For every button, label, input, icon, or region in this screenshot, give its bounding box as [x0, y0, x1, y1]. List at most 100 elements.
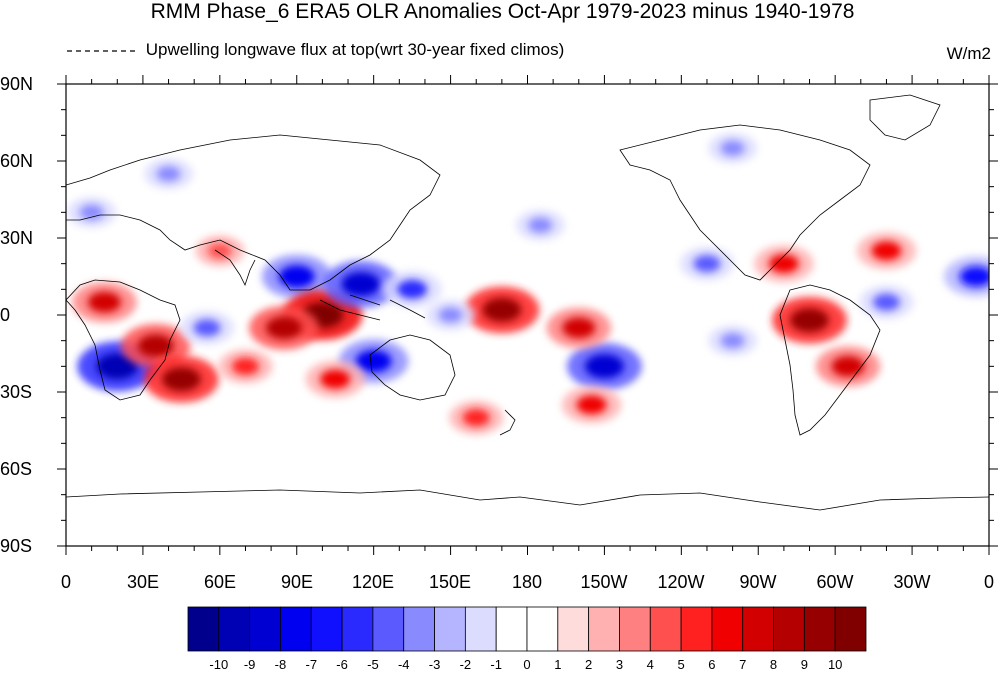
- colorbar-swatch: [773, 606, 805, 652]
- lat-label-eq: 0: [0, 305, 11, 325]
- colorbar-tick-label: 3: [615, 657, 624, 672]
- colorbar-tick-label: -10: [209, 657, 229, 672]
- map-title: RMM Phase_6 ERA5 OLR Anomalies Oct-Apr 1…: [150, 0, 855, 23]
- colorbar-swatch: [403, 606, 435, 652]
- lat-label-90n: 90N: [0, 74, 34, 94]
- colorbar-tick-label: 2: [585, 657, 593, 672]
- lon-label-30w: 30W: [893, 572, 931, 592]
- colorbar-swatch: [372, 606, 405, 652]
- anomaly-core: [482, 297, 522, 322]
- colorbar-swatch: [557, 606, 590, 652]
- colorbar-tick-label: -3: [428, 657, 441, 672]
- lat-label-60s: 60S: [0, 459, 33, 479]
- anomaly-core: [341, 272, 381, 297]
- lon-label-0-end: 0: [983, 572, 994, 592]
- coastline-north-america: [619, 124, 871, 281]
- colorbar-swatch: [619, 606, 651, 652]
- anomaly-core: [87, 291, 121, 313]
- colorbar-tick-label: -8: [274, 657, 287, 672]
- lon-label-120e: 120E: [351, 572, 395, 592]
- lon-label-150e: 150E: [428, 572, 472, 592]
- colorbar-tick-label: -4: [397, 657, 410, 672]
- colorbar-swatch: [341, 606, 374, 652]
- anomaly-core: [397, 279, 428, 299]
- coastline-nz: [499, 409, 516, 436]
- colorbar-swatch: [280, 606, 312, 652]
- anomaly-core: [462, 409, 490, 427]
- lat-label-30n: 30N: [0, 228, 34, 248]
- colorbar-tick-label: 0: [523, 657, 531, 672]
- colorbar-tick-label: 6: [708, 657, 716, 672]
- anomaly-core: [278, 265, 315, 288]
- anomaly-core: [96, 353, 139, 380]
- colorbar: [187, 606, 867, 652]
- anomaly-core: [320, 369, 351, 389]
- anomaly-core: [193, 319, 221, 337]
- colorbar-tick-label: 9: [800, 657, 808, 672]
- coastline-indonesia: [319, 294, 426, 321]
- colorbar-swatch: [711, 606, 744, 652]
- anomaly-core: [720, 333, 745, 349]
- colorbar-tick-label: -6: [336, 657, 348, 672]
- lon-label-90w: 90W: [739, 572, 777, 592]
- axis-ticks: [57, 75, 998, 555]
- lat-label-60n: 60N: [0, 151, 34, 171]
- colorbar-swatch: [310, 606, 343, 652]
- colorbar-tick-label: -5: [367, 657, 379, 672]
- coastlines: [66, 94, 989, 511]
- colorbar-tick-label: 8: [769, 657, 778, 672]
- anomaly-core: [959, 266, 989, 287]
- anomaly-core: [720, 140, 745, 156]
- anomaly-core: [79, 204, 104, 220]
- anomaly-field: [67, 132, 989, 435]
- coastline-india: [214, 249, 256, 287]
- colorbar-tick-label: 10: [827, 657, 843, 672]
- lon-label-150w: 150W: [580, 572, 628, 592]
- lon-label-120w: 120W: [657, 572, 705, 592]
- colorbar-tick-label: 1: [554, 657, 562, 672]
- colorbar-tick-label: 7: [739, 657, 747, 672]
- anomaly-core: [137, 334, 174, 357]
- lon-label-60w: 60W: [816, 572, 854, 592]
- lat-label-30s: 30S: [0, 382, 33, 402]
- coastline-greenland: [869, 94, 941, 141]
- coastline-south-america: [779, 284, 881, 436]
- colorbar-tick-label: -1: [490, 657, 502, 672]
- colorbar-tick-label: 4: [646, 657, 654, 672]
- anomaly-core: [831, 356, 865, 377]
- colorbar-tick-label: 5: [677, 657, 685, 672]
- coastline-australia: [369, 334, 456, 401]
- colorbar-swatch: [588, 606, 620, 652]
- lon-label-180: 180: [511, 572, 543, 592]
- anomaly-core: [872, 293, 900, 311]
- colorbar-swatch: [434, 606, 466, 652]
- colorbar-tick-label: -7: [305, 657, 318, 672]
- map-subtitle: Upwelling longwave flux at top(wrt 30-ye…: [66, 40, 564, 60]
- anomaly-core: [790, 308, 830, 333]
- anomaly-core: [207, 243, 232, 259]
- colorbar-swatch: [218, 606, 251, 652]
- anomaly-core: [355, 350, 392, 373]
- anomaly-core: [156, 166, 181, 182]
- colorbar-swatch: [495, 606, 528, 652]
- lon-label-90e: 90E: [280, 572, 314, 592]
- colorbar-swatch: [742, 606, 774, 652]
- colorbar-swatch: [834, 606, 867, 652]
- anomaly-core: [265, 316, 302, 340]
- lon-label-30e: 30E: [126, 572, 160, 592]
- dashed-line-legend-icon: [67, 49, 136, 52]
- anomaly-core: [584, 354, 624, 379]
- anomaly-core: [438, 307, 463, 323]
- anomaly-core: [693, 255, 721, 273]
- colorbar-swatch: [526, 606, 559, 652]
- coastline-africa: [66, 279, 181, 401]
- anomaly-core: [562, 317, 596, 339]
- colorbar-tick-label: -9: [243, 657, 256, 672]
- units-label: W/m2: [946, 44, 991, 63]
- lon-label-0: 0: [60, 572, 71, 592]
- colorbar-swatch: [649, 606, 682, 652]
- anomaly-core: [871, 241, 902, 261]
- colorbar-swatch: [464, 606, 497, 652]
- anomaly-core: [768, 254, 799, 274]
